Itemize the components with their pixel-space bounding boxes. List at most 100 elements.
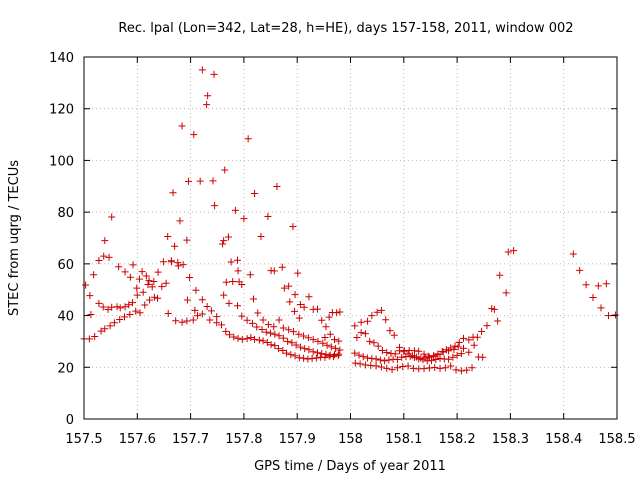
data-point bbox=[451, 342, 459, 350]
data-point bbox=[359, 353, 367, 361]
data-point bbox=[138, 268, 146, 276]
data-point bbox=[304, 355, 312, 363]
data-point bbox=[270, 267, 278, 275]
data-point bbox=[125, 301, 133, 309]
data-point bbox=[582, 281, 590, 289]
data-point bbox=[382, 316, 390, 324]
data-point bbox=[100, 252, 108, 260]
data-point bbox=[378, 346, 386, 354]
data-point bbox=[361, 330, 369, 338]
data-point bbox=[463, 366, 471, 374]
data-point bbox=[331, 336, 339, 344]
x-tick-label: 158.2 bbox=[438, 432, 475, 447]
data-point bbox=[91, 333, 99, 341]
data-point bbox=[393, 364, 401, 372]
data-point bbox=[218, 321, 226, 329]
data-point bbox=[206, 316, 214, 324]
data-point bbox=[367, 361, 375, 369]
data-point bbox=[377, 306, 385, 314]
data-point bbox=[198, 296, 206, 304]
data-point bbox=[420, 365, 428, 373]
chart-title: Rec. lpal (Lon=342, Lat=28, h=HE), days … bbox=[118, 21, 573, 36]
data-point bbox=[224, 233, 232, 241]
data-point bbox=[373, 308, 381, 316]
data-point bbox=[126, 311, 134, 319]
data-point bbox=[204, 92, 212, 100]
data-point bbox=[246, 271, 254, 279]
y-tick-label: 100 bbox=[49, 154, 74, 169]
data-point bbox=[459, 344, 467, 352]
data-point bbox=[132, 307, 140, 315]
data-point bbox=[336, 346, 344, 354]
x-tick-label: 158 bbox=[338, 432, 363, 447]
data-point bbox=[234, 256, 242, 264]
data-point bbox=[129, 299, 137, 307]
data-point bbox=[296, 300, 304, 308]
data-point bbox=[279, 324, 287, 332]
data-point bbox=[85, 335, 93, 343]
data-point bbox=[179, 261, 187, 269]
data-point bbox=[383, 364, 391, 372]
data-point bbox=[292, 341, 300, 349]
data-point bbox=[271, 342, 279, 350]
data-point bbox=[404, 362, 412, 370]
data-point bbox=[504, 248, 512, 256]
data-point bbox=[287, 351, 295, 359]
data-point bbox=[390, 331, 398, 339]
data-point bbox=[150, 277, 158, 285]
data-point bbox=[396, 343, 404, 351]
data-point bbox=[313, 349, 321, 357]
data-point bbox=[273, 183, 281, 191]
data-point bbox=[295, 354, 303, 362]
data-point bbox=[99, 303, 107, 311]
data-point bbox=[144, 281, 152, 289]
data-point bbox=[377, 363, 385, 371]
x-tick-label: 157.7 bbox=[172, 432, 209, 447]
data-point bbox=[430, 352, 438, 360]
data-point bbox=[222, 278, 230, 286]
data-point bbox=[468, 364, 476, 372]
data-point bbox=[97, 327, 105, 335]
data-point bbox=[441, 364, 449, 372]
data-point bbox=[183, 317, 191, 325]
data-point bbox=[136, 309, 144, 317]
data-point bbox=[154, 294, 162, 302]
data-point bbox=[445, 355, 453, 363]
data-point bbox=[331, 351, 339, 359]
data-point bbox=[483, 322, 491, 330]
data-point bbox=[209, 177, 217, 185]
data-point bbox=[267, 329, 275, 337]
data-point bbox=[221, 166, 229, 174]
data-point bbox=[364, 317, 372, 325]
data-point bbox=[191, 306, 199, 314]
data-point bbox=[409, 364, 417, 372]
data-point bbox=[108, 303, 116, 311]
data-point bbox=[203, 101, 211, 109]
data-point bbox=[101, 237, 109, 245]
data-point bbox=[301, 345, 309, 353]
data-point bbox=[294, 269, 302, 277]
data-point bbox=[372, 355, 380, 363]
data-point bbox=[171, 242, 179, 250]
data-point bbox=[247, 334, 255, 342]
data-point bbox=[439, 348, 447, 356]
data-point bbox=[318, 350, 326, 358]
data-point bbox=[334, 352, 342, 360]
data-point bbox=[172, 317, 180, 325]
data-point bbox=[113, 303, 121, 311]
data-point bbox=[255, 336, 263, 344]
data-point bbox=[510, 247, 518, 255]
data-point bbox=[86, 292, 94, 300]
y-tick-label: 60 bbox=[57, 258, 74, 273]
data-point bbox=[176, 217, 184, 225]
data-point bbox=[146, 296, 154, 304]
data-point bbox=[135, 275, 143, 283]
data-point bbox=[251, 190, 259, 198]
data-point bbox=[295, 330, 303, 338]
data-point bbox=[248, 319, 256, 327]
data-point bbox=[597, 304, 605, 312]
data-point bbox=[336, 308, 344, 316]
data-point bbox=[231, 206, 239, 214]
data-point bbox=[333, 309, 341, 317]
data-point bbox=[243, 335, 251, 343]
